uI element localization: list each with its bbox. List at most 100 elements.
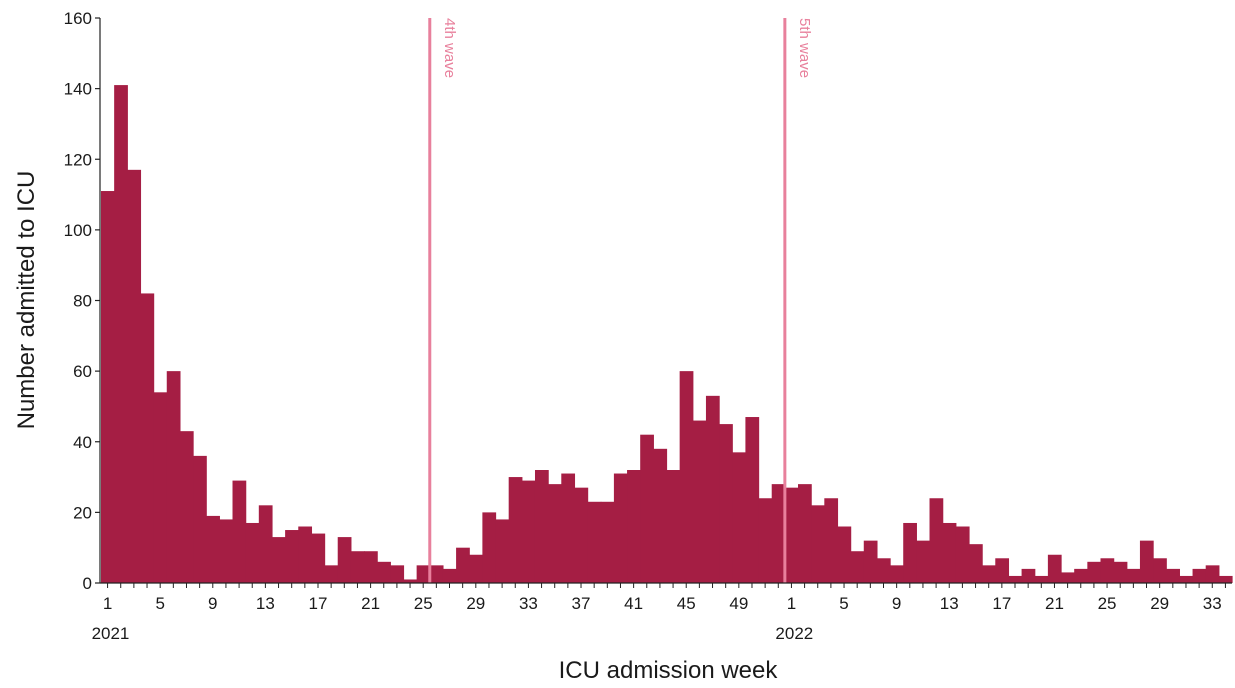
y-tick-label: 140 — [64, 80, 92, 99]
x-tick-label: 17 — [309, 594, 328, 613]
bars-group — [101, 85, 1233, 584]
x-tick-label: 13 — [256, 594, 275, 613]
bar-2022-22 — [1061, 572, 1075, 583]
bar-2022-10 — [903, 522, 917, 583]
bar-2022-23 — [1074, 568, 1088, 584]
bar-2021-22 — [377, 561, 391, 583]
bar-2022-26 — [1113, 561, 1128, 583]
bar-2021-50 — [745, 417, 760, 583]
bar-2021-18 — [324, 565, 339, 583]
bar-2022-32 — [1192, 568, 1207, 584]
bar-2021-47 — [705, 395, 720, 583]
bar-2021-40 — [613, 473, 628, 583]
bar-2022-28 — [1139, 540, 1154, 584]
wave-label-2: 5th wave — [796, 18, 813, 78]
bar-2022-12 — [929, 498, 944, 583]
bar-2021-24 — [403, 579, 418, 583]
bar-2022-20 — [1034, 575, 1049, 583]
bar-2021-43 — [653, 448, 668, 583]
bar-2021-36 — [561, 473, 576, 583]
bar-2021-30 — [482, 512, 497, 584]
bar-2021-14 — [271, 537, 286, 583]
x-tick-label: 13 — [940, 594, 959, 613]
bar-2021-51 — [758, 498, 773, 583]
wave-lines-group: 4th wave 5th wave — [428, 18, 813, 583]
bar-2021-16 — [298, 526, 313, 583]
wave-label-1: 4th wave — [441, 18, 458, 78]
x-tick-label: 9 — [208, 594, 217, 613]
bar-2021-7 — [179, 431, 194, 583]
x-tick-label: 5 — [155, 594, 164, 613]
bar-2021-52 — [771, 484, 786, 584]
bar-2022-5 — [837, 526, 852, 583]
x-tick-label: 25 — [1098, 594, 1117, 613]
bar-2021-31 — [495, 519, 510, 583]
bar-2021-8 — [193, 455, 207, 584]
bar-2021-37 — [574, 487, 589, 583]
x-tick-label: 17 — [992, 594, 1011, 613]
x-tick-label: 41 — [624, 594, 643, 613]
bar-2022-16 — [982, 565, 996, 583]
y-tick-label: 80 — [73, 292, 92, 311]
bar-2022-1 — [784, 487, 799, 583]
bar-2021-45 — [679, 371, 694, 584]
bar-2022-17 — [995, 558, 1010, 583]
bar-2021-42 — [640, 434, 654, 583]
bar-2021-9 — [206, 515, 220, 583]
x-tick-label: 1 — [787, 594, 796, 613]
bar-2021-48 — [719, 424, 733, 583]
bar-2022-29 — [1153, 558, 1167, 583]
y-axis: 0 20 40 60 80 100 120 140 160 — [64, 9, 101, 593]
y-tick-label: 0 — [83, 574, 92, 593]
bar-2021-3 — [127, 169, 142, 583]
bar-2021-15 — [285, 530, 299, 583]
x-tick-label: 29 — [466, 594, 485, 613]
x-tick-label: 1 — [103, 594, 112, 613]
x-tick-label: 9 — [892, 594, 901, 613]
bar-2022-14 — [955, 526, 970, 583]
x-tick-label: 5 — [839, 594, 848, 613]
bar-2021-6 — [166, 371, 181, 584]
bar-2022-11 — [916, 540, 931, 584]
x-axis-title: ICU admission week — [559, 657, 779, 684]
bar-2021-32 — [508, 477, 523, 583]
bar-2022-27 — [1126, 568, 1141, 584]
bar-2021-10 — [219, 519, 234, 583]
bar-2022-31 — [1179, 575, 1194, 583]
y-tick-label: 120 — [64, 150, 92, 169]
bar-2021-38 — [587, 501, 602, 583]
bar-2021-35 — [548, 484, 562, 584]
bar-2021-11 — [232, 480, 247, 583]
x-tick-label: 21 — [361, 594, 380, 613]
bar-2021-26 — [429, 565, 444, 583]
bar-2022-34 — [1218, 575, 1233, 583]
x-tick-label: 45 — [677, 594, 696, 613]
x-tick-label: 21 — [1045, 594, 1064, 613]
bar-2022-18 — [1008, 575, 1023, 583]
bar-2021-44 — [666, 470, 681, 583]
bar-2021-20 — [350, 551, 365, 583]
bar-2021-13 — [258, 505, 273, 583]
bar-2021-25 — [416, 565, 431, 583]
x-year-label: 2022 — [775, 624, 813, 643]
bar-2021-2 — [114, 85, 128, 583]
y-tick-label: 100 — [64, 221, 92, 240]
bar-2022-30 — [1166, 568, 1180, 584]
bar-2021-4 — [140, 293, 155, 583]
bar-2022-13 — [942, 522, 957, 583]
bar-2021-34 — [534, 470, 549, 583]
bar-2021-1 — [101, 191, 115, 583]
bar-2021-28 — [456, 547, 470, 583]
bar-2021-46 — [692, 420, 707, 583]
bar-2022-19 — [1021, 568, 1036, 584]
bar-2022-7 — [863, 540, 878, 584]
x-tick-label: 29 — [1150, 594, 1169, 613]
bar-2022-33 — [1205, 565, 1220, 583]
bar-2021-23 — [390, 565, 405, 583]
bar-2021-41 — [627, 470, 641, 583]
x-tick-label: 33 — [519, 594, 538, 613]
x-tick-label: 25 — [414, 594, 433, 613]
y-tick-label: 160 — [64, 9, 92, 28]
bar-2022-25 — [1100, 558, 1115, 583]
